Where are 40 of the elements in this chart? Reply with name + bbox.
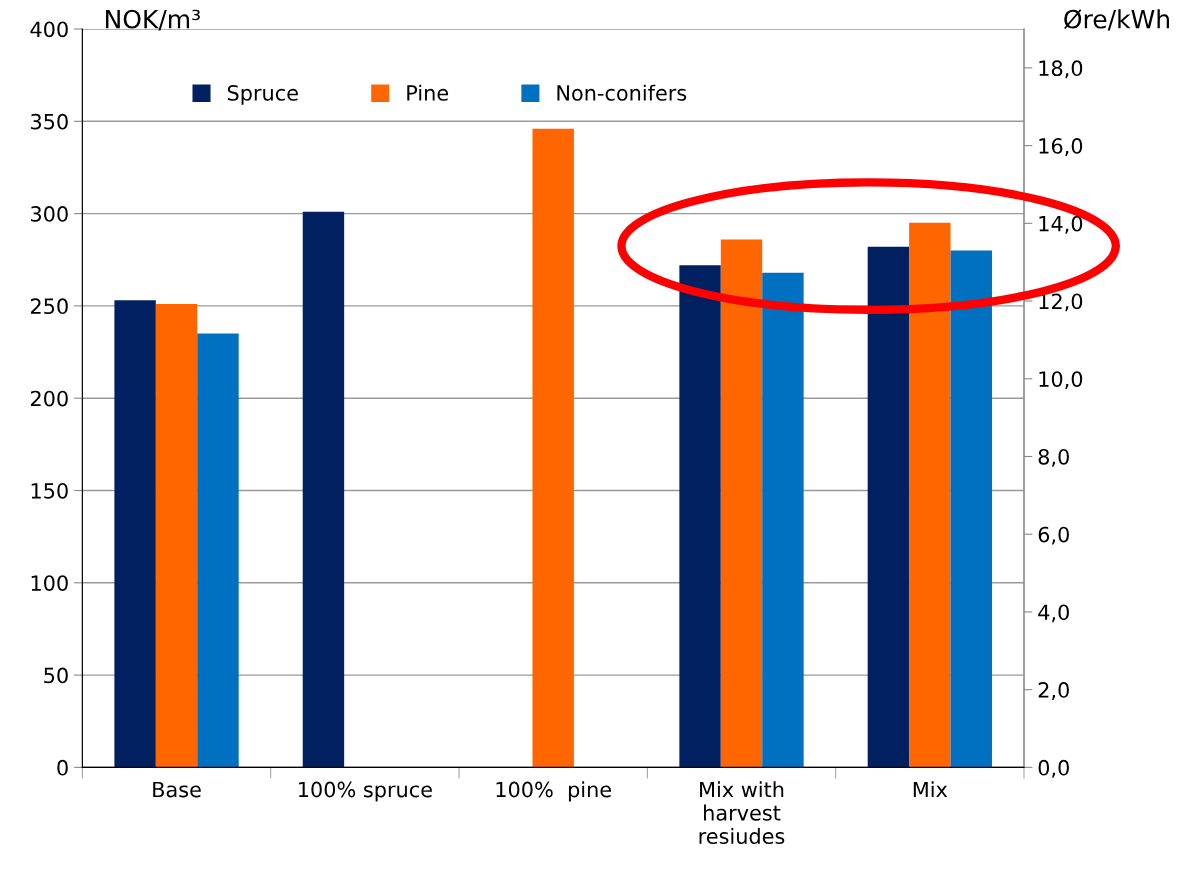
legend-label: Non-conifers xyxy=(557,84,687,101)
y-tick-label: 0 xyxy=(57,759,68,776)
x-tick-label: 100% pine xyxy=(496,781,611,802)
bar xyxy=(720,239,763,768)
y-tick-label: 350 xyxy=(31,113,68,130)
bar xyxy=(197,333,239,768)
bar xyxy=(867,246,910,768)
y-tick-label: 250 xyxy=(30,298,68,315)
y-tick-label: 400 xyxy=(30,21,68,38)
y2-axis-title: Øre/kWh xyxy=(1064,9,1169,31)
y-tick-label: 300 xyxy=(31,206,68,222)
y-axis-title: NOK/m³ xyxy=(106,9,200,31)
bar xyxy=(302,211,345,768)
x-tick-label: Mix with harvest resiudes xyxy=(699,781,785,845)
y2-tick-label: 14,0 xyxy=(1039,215,1083,234)
bar xyxy=(950,250,992,768)
x-tick-label: 100% spruce xyxy=(299,781,432,802)
x-tick-label: Base xyxy=(153,781,201,798)
y2-tick-label: 10,0 xyxy=(1039,371,1083,390)
bar xyxy=(155,304,198,768)
bar xyxy=(909,222,951,768)
legend-label: Pine xyxy=(407,84,449,101)
y2-tick-label: 8,0 xyxy=(1038,448,1069,467)
bar xyxy=(762,272,804,768)
y2-tick-label: 6,0 xyxy=(1038,526,1069,545)
bar xyxy=(114,300,156,768)
y-tick-label: 200 xyxy=(30,390,68,407)
y2-tick-label: 4,0 xyxy=(1038,604,1069,623)
x-tick-label: Mix xyxy=(913,781,948,798)
bar xyxy=(532,128,574,768)
y2-tick-label: 16,0 xyxy=(1039,138,1083,156)
y-tick-label: 50 xyxy=(44,667,68,684)
legend-label: Spruce xyxy=(227,85,298,105)
y2-tick-label: 18,0 xyxy=(1039,60,1083,79)
y2-tick-label: 2,0 xyxy=(1038,682,1069,700)
y2-tick-label: 12,0 xyxy=(1039,293,1083,312)
bar xyxy=(679,265,721,768)
y-tick-label: 100 xyxy=(31,575,68,591)
y-tick-label: 150 xyxy=(31,482,68,499)
y2-tick-label: 0,0 xyxy=(1038,759,1069,778)
